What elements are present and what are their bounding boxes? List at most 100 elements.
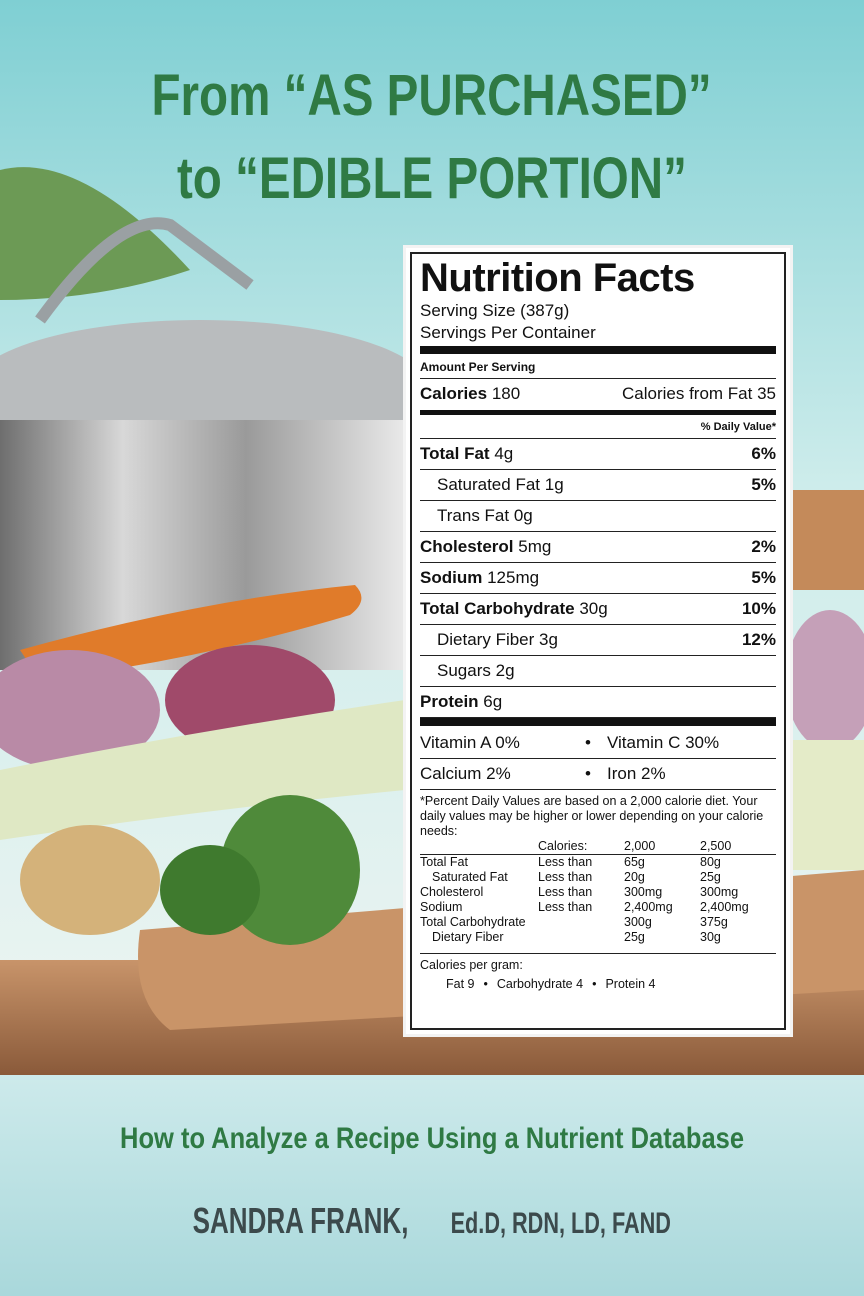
header-label: Calories: [538,839,588,853]
nutrient-name: Sodium [420,568,483,587]
table-row: Total Carbohydrate 300g 375g [420,915,776,930]
author: SANDRA FRANK, Ed.D, RDN, LD, FAND [0,1200,864,1242]
per-gram-item: Fat 9 [446,977,475,991]
daily-value: 2% [751,537,776,556]
table-limit: Less than [538,870,593,884]
vitamin-row: Vitamin A 0% • Vitamin C 30% [420,728,776,759]
bottom-band [0,1075,864,1296]
nutrient-name: Protein [420,692,479,711]
nutrient-name: Sugars [437,661,491,680]
nutrient-amount: 0g [513,506,533,525]
nutrient-amount: 1g [544,475,564,494]
daily-value: 12% [741,630,776,649]
table-value: 2,400mg [624,900,673,914]
table-value: 375g [700,915,728,929]
nutrient-name: Cholesterol [420,537,514,556]
spacer [420,839,538,855]
table-limit [538,915,624,930]
nutrient-row: Protein 6g [420,687,776,718]
nutrient: Trans Fat 0g [420,506,533,526]
title-line: to “EDIBLE PORTION” [0,145,864,212]
calories: Calories 180 [420,384,520,404]
subtitle-text: How to Analyze a Recipe Using a Nutrient… [120,1122,744,1155]
nutrient: Sodium 125mg [420,568,539,588]
nutrient-name: Dietary Fiber [437,630,535,649]
nutrient-name: Saturated Fat [437,475,541,494]
separator: • [483,977,488,991]
table-limit: Less than [538,885,593,899]
table-limit [538,930,624,945]
separator: • [585,733,591,752]
nutrient-amount: 5mg [518,537,552,556]
nutrient-row: Total Carbohydrate 30g 10% [420,594,776,625]
pot-handle [35,217,254,324]
title-line: From “AS PURCHASED” [0,62,864,129]
table-value: 25g [624,930,645,944]
servings: Servings Per Container [420,323,596,342]
nutrient-name: Trans Fat [437,506,510,525]
nutrient: Total Fat 4g [420,444,513,464]
table-row: Saturated Fat Less than 20g 25g [420,870,776,885]
spinach [160,845,260,935]
calories-amount: 180 [491,384,521,403]
leek [0,700,405,840]
table-value: 300mg [700,885,739,899]
table-name: Saturated Fat [432,870,508,884]
footnote: *Percent Daily Values are based on a 2,0… [420,794,764,838]
nutrient-row: Sodium 125mg 5% [420,563,776,594]
table-row: Total Fat Less than 65g 80g [420,855,776,871]
table-header: Calories: 2,000 2,500 [420,839,776,855]
nutrition-label: Nutrition Facts Serving Size (387g) Serv… [403,245,793,1037]
table-value: 25g [700,870,721,884]
nutrient-rows: Total Fat 4g 6% Saturated Fat 1g 5% Trans Fa… [420,439,776,718]
daily-value-header: % Daily Value* [420,416,776,439]
nutrient-amount: 3g [539,630,558,649]
daily-value: 5% [751,475,776,494]
table-value: 300g [624,915,652,929]
daily-value: 10% [741,599,776,618]
table-name: Dietary Fiber [432,930,504,944]
nutrient: Total Carbohydrate 30g [420,599,608,619]
nutrient-amount: 30g [579,599,608,618]
author-name: SANDRA FRANK, [192,1200,409,1241]
table-value: 300mg [624,885,663,899]
nutrient-amount: 2g [495,661,515,680]
table-value: 20g [624,870,645,884]
table-value: 65g [624,855,645,869]
header-col: 2,000 [624,839,656,853]
nutrient: Dietary Fiber 3g [420,630,558,650]
nutrient-name: Total Fat [420,444,490,463]
calories-label: Calories [420,384,488,403]
per-gram-item: Protein 4 [605,977,656,991]
table-name: Cholesterol [420,885,484,899]
footnote-table: Calories: 2,000 2,500 Total Fat Less than 65g… [420,839,776,945]
per-gram-items: Fat 9 • Carbohydrate 4 • Protein 4 [420,973,776,992]
title-text: From “AS PURCHASED” [151,63,713,128]
daily-value: 6% [751,444,776,463]
leek [785,740,864,870]
nutrient: Cholesterol 5mg [420,537,551,557]
medium-rule [420,410,776,415]
nutrient-row: Dietary Fiber 3g 12% [420,625,776,656]
nutrient: Sugars 2g [420,661,515,681]
thick-rule [420,718,776,726]
vitamin: Vitamin C 30% [607,733,720,752]
nutrient-amount: 125mg [487,568,540,587]
vitamin: Calcium 2% [420,764,511,783]
nutrient-row: Sugars 2g [420,656,776,687]
vitamin-row: Calcium 2% • Iron 2% [420,759,776,790]
title-text: to “EDIBLE PORTION” [177,146,687,211]
subtitle: How to Analyze a Recipe Using a Nutrient… [0,1122,864,1156]
table-name: Total Carbohydrate [420,915,526,929]
per-gram-item: Carbohydrate 4 [496,977,584,991]
table-value: 80g [700,855,721,869]
author-credentials: Ed.D, RDN, LD, FAND [450,1207,671,1240]
nutrient-amount: 6g [483,692,503,711]
nutrient-name: Total Carbohydrate [420,599,575,618]
nutrient-row: Trans Fat 0g [420,501,776,532]
nutrient-row: Total Fat 4g 6% [420,439,776,470]
table-row: Sodium Less than 2,400mg 2,400mg [420,900,776,915]
onion [785,610,864,750]
